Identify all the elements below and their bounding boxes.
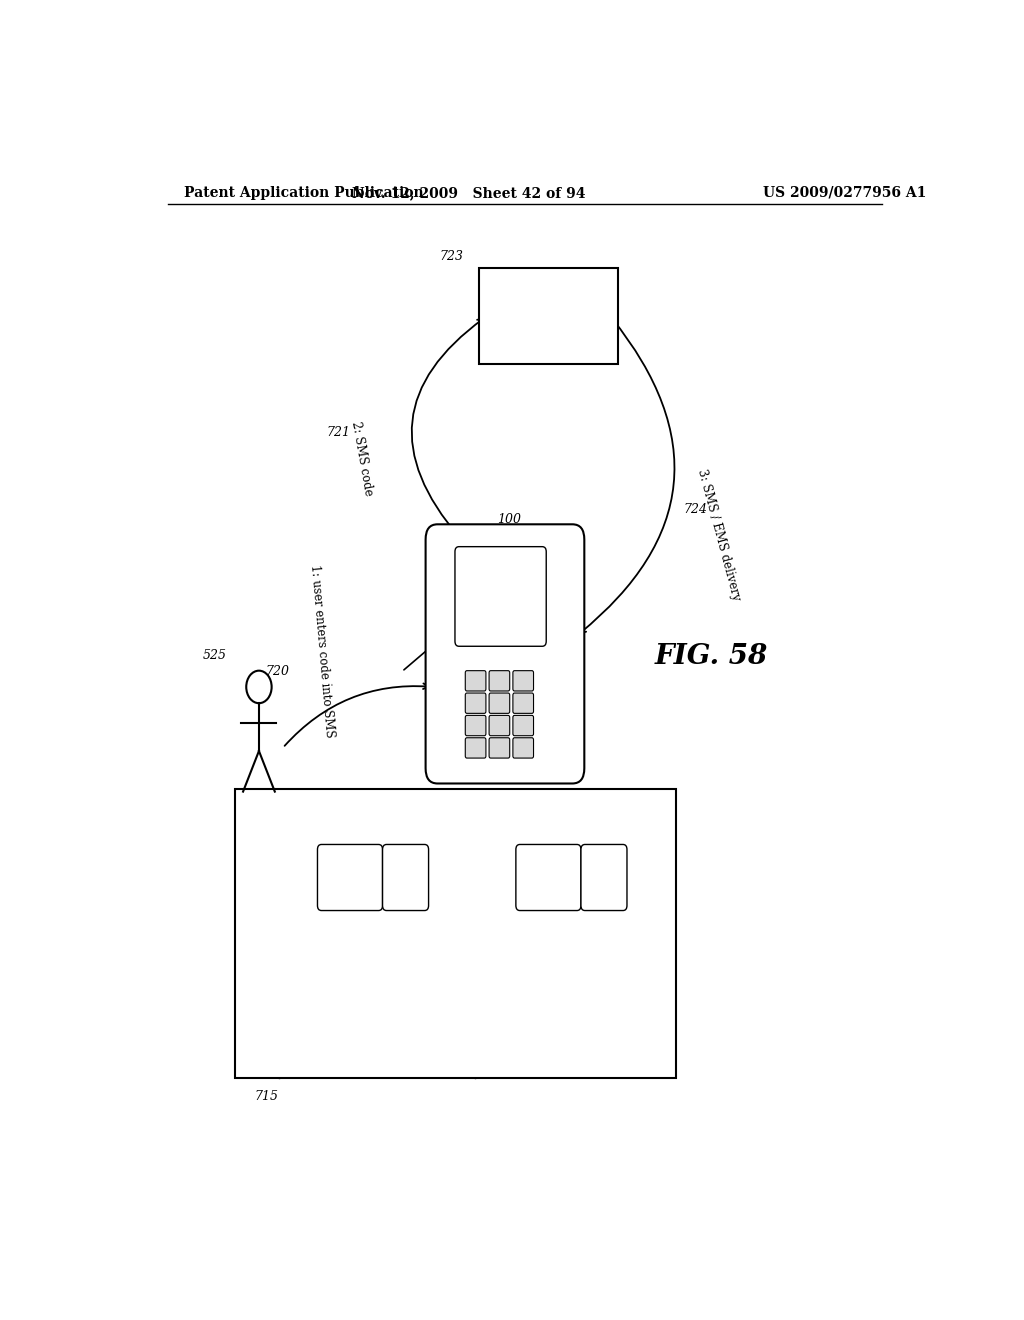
FancyBboxPatch shape — [513, 693, 534, 713]
Text: Nov. 12, 2009   Sheet 42 of 94: Nov. 12, 2009 Sheet 42 of 94 — [352, 186, 586, 199]
FancyBboxPatch shape — [489, 693, 510, 713]
Text: 100: 100 — [497, 513, 521, 527]
Text: 720: 720 — [265, 665, 289, 678]
Text: 3: SMS / EMS delivery: 3: SMS / EMS delivery — [695, 467, 743, 602]
FancyBboxPatch shape — [426, 524, 585, 784]
Text: Buy: Buy — [396, 874, 415, 883]
FancyBboxPatch shape — [383, 845, 429, 911]
Text: Preview: Preview — [528, 874, 568, 883]
FancyBboxPatch shape — [513, 738, 534, 758]
Text: Ringtone Ad: Ringtone Ad — [250, 899, 260, 968]
FancyBboxPatch shape — [236, 788, 676, 1078]
Text: 1: user enters code into SMS: 1: user enters code into SMS — [308, 565, 337, 738]
FancyBboxPatch shape — [489, 715, 510, 735]
FancyBboxPatch shape — [455, 546, 546, 647]
Text: Patent Application Publication: Patent Application Publication — [183, 186, 423, 199]
FancyBboxPatch shape — [489, 671, 510, 690]
FancyBboxPatch shape — [581, 845, 627, 911]
Text: 525: 525 — [203, 648, 227, 661]
Text: Ringtone Vendor: Ringtone Vendor — [496, 309, 602, 322]
Text: 715: 715 — [255, 1090, 279, 1104]
FancyBboxPatch shape — [465, 738, 486, 758]
Text: 2: SMS code: 2: SMS code — [349, 420, 375, 496]
FancyBboxPatch shape — [516, 845, 581, 911]
FancyBboxPatch shape — [465, 693, 486, 713]
FancyBboxPatch shape — [489, 738, 510, 758]
FancyBboxPatch shape — [479, 268, 618, 364]
Text: Preview: Preview — [330, 874, 370, 883]
Text: 723: 723 — [439, 249, 463, 263]
Text: Ringtone 1: Ringtone 1 — [346, 987, 408, 997]
Text: US 2009/0277956 A1: US 2009/0277956 A1 — [763, 186, 927, 199]
FancyBboxPatch shape — [465, 715, 486, 735]
Text: Buy: Buy — [595, 874, 613, 883]
FancyBboxPatch shape — [465, 671, 486, 690]
FancyBboxPatch shape — [317, 845, 383, 911]
Text: Ringtone 2: Ringtone 2 — [545, 987, 606, 997]
FancyBboxPatch shape — [513, 671, 534, 690]
Text: FIG. 58: FIG. 58 — [654, 643, 768, 671]
FancyBboxPatch shape — [513, 715, 534, 735]
Text: 721: 721 — [327, 426, 350, 440]
Text: 724: 724 — [683, 503, 708, 516]
